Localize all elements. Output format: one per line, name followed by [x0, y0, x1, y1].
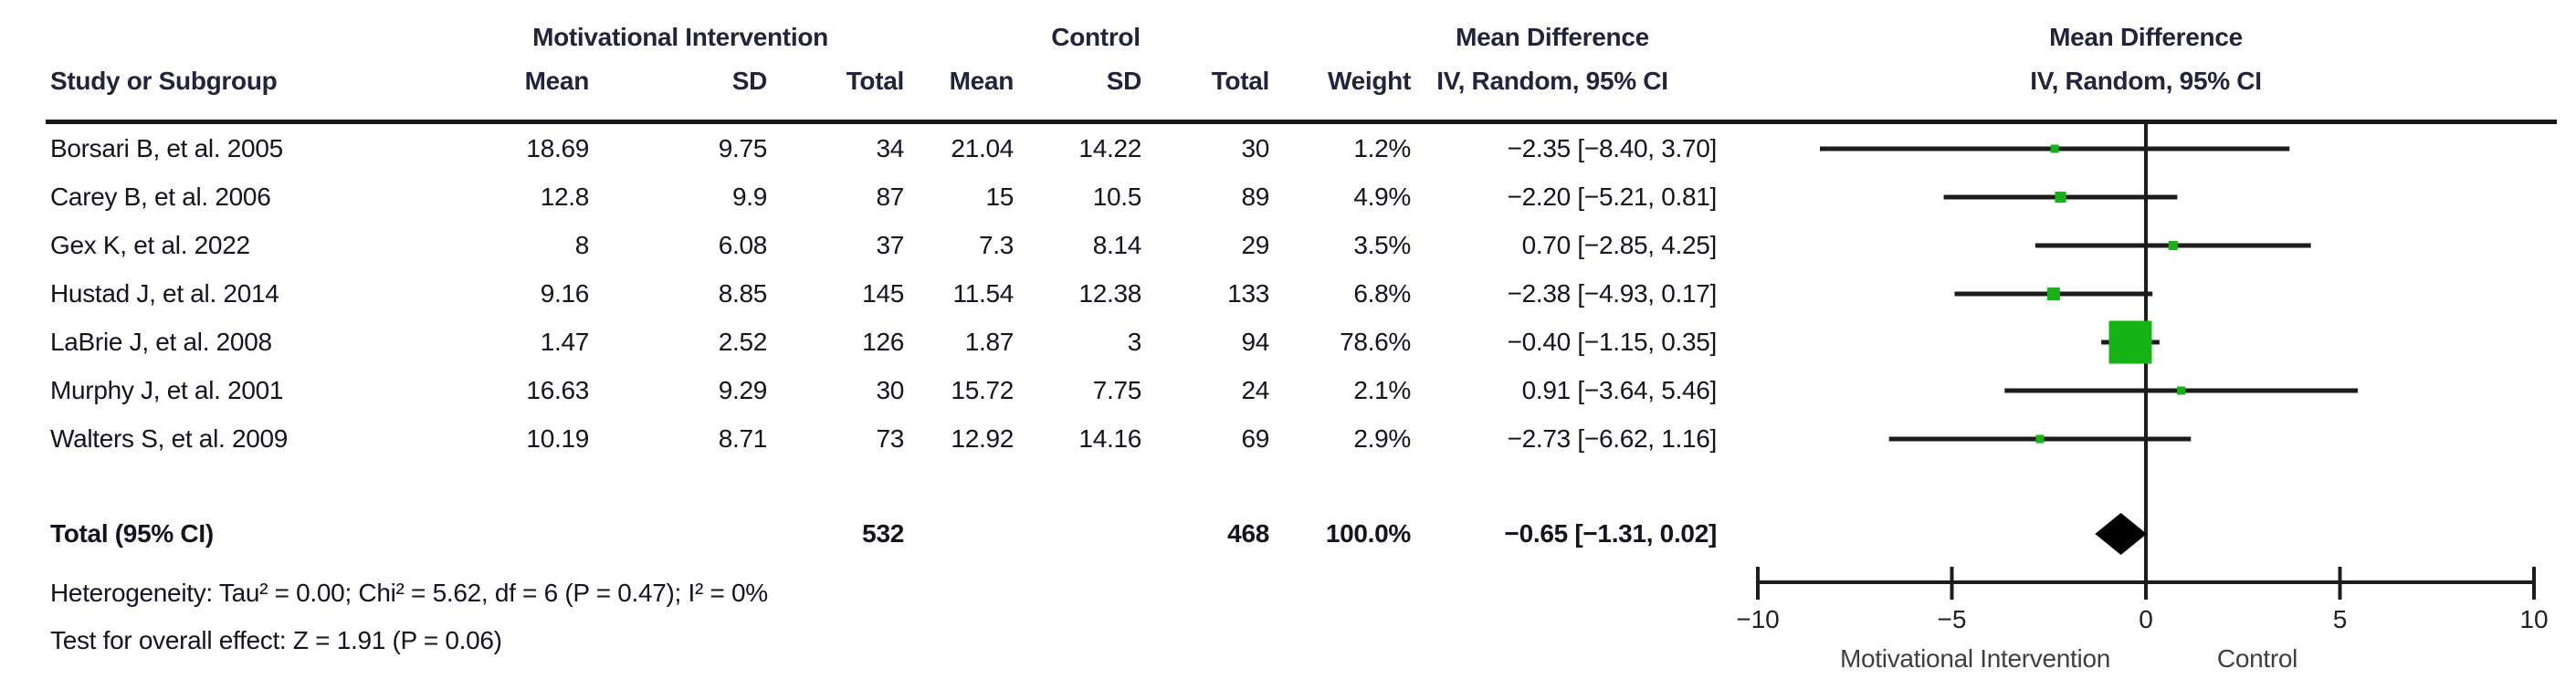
overall-effect-test: Test for overall effect: Z = 1.91 (P = 0… — [50, 626, 502, 654]
ci-text-cell: −2.73 [−6.62, 1.16] — [1507, 424, 1718, 453]
column-header-mi-mean: Mean — [524, 67, 590, 95]
mi-mean-cell: 18.69 — [526, 134, 589, 162]
study-name-cell: Walters S, et al. 2009 — [50, 424, 289, 453]
ci-text-cell: 0.91 [−3.64, 5.46] — [1521, 376, 1718, 404]
effect-header-plot-column: Mean Difference — [2049, 23, 2243, 51]
ci-text-cell: 0.70 [−2.85, 4.25] — [1521, 231, 1718, 259]
mi-sd-cell: 8.71 — [718, 424, 768, 453]
axis-tick-label: −10 — [1736, 605, 1780, 633]
column-header-weight: Weight — [1327, 67, 1411, 95]
column-header-control-total: Total — [1211, 67, 1270, 95]
column-header-study: Study or Subgroup — [50, 67, 278, 95]
control-sd-cell: 7.75 — [1092, 376, 1142, 404]
mi-mean-cell: 8 — [574, 231, 590, 259]
control-total-cell: 94 — [1241, 328, 1269, 356]
mi-total-cell: 34 — [876, 134, 904, 162]
mi-total-cell: 30 — [876, 376, 904, 404]
control-mean-cell: 11.54 — [952, 279, 1015, 308]
control-mean-cell: 12.92 — [951, 424, 1014, 453]
axis-tick-label: −5 — [1937, 605, 1967, 633]
weight-cell: 78.6% — [1340, 328, 1411, 356]
control-sd-cell: 14.22 — [1078, 134, 1141, 162]
weight-cell: 4.9% — [1353, 183, 1411, 211]
control-total-cell: 69 — [1241, 424, 1269, 453]
total-label: Total (95% CI) — [50, 519, 214, 548]
control-sd-cell: 10.5 — [1092, 183, 1142, 211]
total-ci-text: −0.65 [−1.31, 0.02] — [1504, 519, 1718, 548]
control-total-cell: 24 — [1241, 376, 1269, 404]
axis-tick-label: 10 — [2519, 605, 2549, 633]
column-header-control-mean: Mean — [949, 67, 1015, 95]
mi-total-cell: 37 — [876, 231, 904, 259]
mi-total-cell: 126 — [862, 328, 904, 356]
ci-text-cell: −0.40 [−1.15, 0.35] — [1507, 328, 1718, 356]
mi-total-cell: 73 — [876, 424, 904, 453]
control-sd-cell: 14.16 — [1078, 424, 1141, 453]
control-mean-cell: 7.3 — [978, 231, 1014, 259]
study-name-cell: Gex K, et al. 2022 — [50, 231, 250, 259]
weight-cell: 2.1% — [1353, 376, 1411, 404]
study-name-cell: Borsari B, et al. 2005 — [50, 134, 283, 162]
mi-sd-cell: 9.75 — [718, 134, 768, 162]
mi-sd-cell: 9.29 — [718, 376, 768, 404]
study-name-cell: Murphy J, et al. 2001 — [50, 376, 284, 404]
ci-text-cell: −2.20 [−5.21, 0.81] — [1507, 183, 1718, 211]
total-mi-n: 532 — [862, 519, 904, 548]
study-name-cell: LaBrie J, et al. 2008 — [50, 328, 272, 356]
mi-mean-cell: 10.19 — [526, 424, 589, 453]
column-header-ci-text: IV, Random, 95% CI — [1436, 67, 1668, 95]
mi-mean-cell: 1.47 — [540, 328, 590, 356]
control-mean-cell: 15.72 — [951, 376, 1014, 404]
column-header-mi-total: Total — [846, 67, 905, 95]
control-sd-cell: 3 — [1127, 328, 1142, 356]
study-name-cell: Hustad J, et al. 2014 — [50, 279, 279, 308]
header-rule — [46, 120, 2557, 124]
mi-sd-cell: 9.9 — [731, 183, 767, 211]
weight-cell: 2.9% — [1353, 424, 1411, 453]
ci-text-cell: −2.38 [−4.93, 0.17] — [1507, 279, 1718, 308]
weight-cell: 3.5% — [1353, 231, 1411, 259]
ci-text-cell: −2.35 [−8.40, 3.70] — [1507, 134, 1718, 162]
control-total-cell: 29 — [1241, 231, 1269, 259]
heterogeneity-stats: Heterogeneity: Tau² = 0.00; Chi² = 5.62,… — [50, 579, 768, 607]
control-sd-cell: 12.38 — [1078, 279, 1141, 308]
mi-mean-cell: 16.63 — [526, 376, 589, 404]
favours-right-label: Control — [2216, 644, 2298, 673]
mi-total-cell: 87 — [876, 183, 904, 211]
control-total-cell: 133 — [1227, 279, 1269, 308]
column-header-control-sd: SD — [1106, 67, 1142, 95]
control-sd-cell: 8.14 — [1092, 231, 1142, 259]
column-header-ci-plot: IV, Random, 95% CI — [2030, 67, 2262, 95]
group-header-intervention: Motivational Intervention — [532, 23, 828, 51]
control-mean-cell: 21.04 — [951, 134, 1014, 162]
mi-mean-cell: 9.16 — [540, 279, 590, 308]
weight-cell: 6.8% — [1353, 279, 1411, 308]
mi-sd-cell: 6.08 — [718, 231, 768, 259]
group-header-control: Control — [1051, 23, 1141, 51]
total-weight: 100.0% — [1325, 519, 1411, 548]
mi-mean-cell: 12.8 — [540, 183, 590, 211]
axis-tick-label: 5 — [2332, 605, 2348, 633]
favours-left-label: Motivational Intervention — [1839, 644, 2111, 673]
control-total-cell: 89 — [1241, 183, 1269, 211]
weight-cell: 1.2% — [1353, 134, 1411, 162]
mi-total-cell: 145 — [862, 279, 904, 308]
control-total-cell: 30 — [1241, 134, 1269, 162]
column-header-mi-sd: SD — [731, 67, 768, 95]
axis-tick-label: 0 — [2139, 605, 2153, 633]
control-mean-cell: 15 — [985, 183, 1014, 211]
total-control-n: 468 — [1227, 519, 1269, 548]
study-name-cell: Carey B, et al. 2006 — [50, 183, 271, 211]
mi-sd-cell: 8.85 — [718, 279, 768, 308]
effect-header-text-column: Mean Difference — [1456, 23, 1649, 51]
mi-sd-cell: 2.52 — [718, 328, 768, 356]
control-mean-cell: 1.87 — [964, 328, 1015, 356]
